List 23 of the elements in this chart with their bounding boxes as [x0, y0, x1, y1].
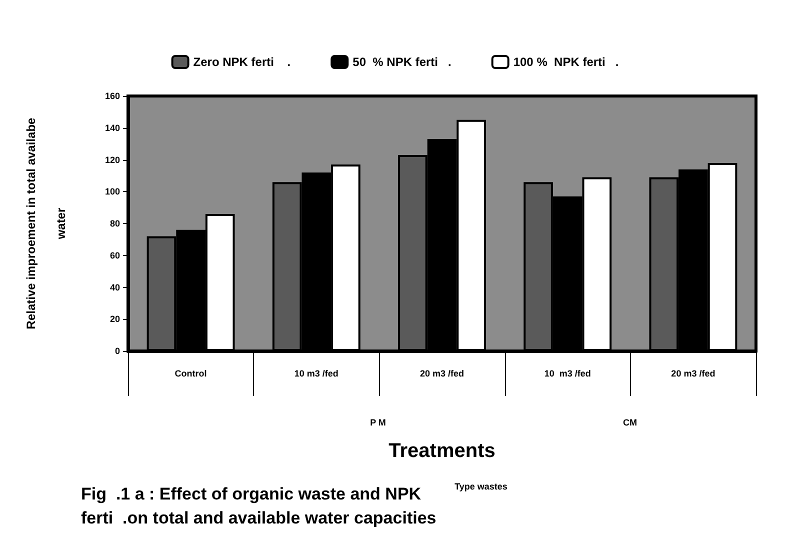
text: Type wastes: [454, 482, 508, 492]
legend-label: 50 % NPK ferti .: [352, 55, 452, 69]
y-tick-label: 100: [104, 186, 120, 197]
legend-label: Zero NPK ferti .: [193, 55, 291, 69]
x-axis-title: Treatments: [388, 440, 496, 462]
y-tick-label: 0: [114, 346, 120, 356]
text: Relative improement in total availabe water: [24, 118, 68, 330]
y-tick-label: 40: [110, 282, 120, 292]
x-tick-label: Control: [174, 368, 207, 378]
legend-label: 100 % NPK ferti .: [513, 55, 619, 69]
y-tick-label: 120: [104, 154, 120, 165]
text: P M: [370, 418, 386, 428]
y-tick-label: 20: [110, 314, 120, 324]
x-tick-label: 20 m3 /fed: [671, 368, 716, 378]
x-tick-label: 10 m3 /fed: [294, 368, 338, 378]
x-tick-label: 10 m3 /fed: [544, 368, 591, 378]
y-tick-label: 160: [104, 91, 120, 101]
y-tick-label: 60: [110, 250, 120, 260]
y-tick-label: 80: [110, 218, 120, 228]
text: Fig .1 a : Effect of organic waste and NPK ferti .on total and available water capacities: [81, 484, 436, 528]
x-tick-label: 20 m3 /fed: [420, 368, 464, 378]
text: CM: [623, 418, 637, 428]
y-tick-label: 140: [104, 122, 120, 133]
